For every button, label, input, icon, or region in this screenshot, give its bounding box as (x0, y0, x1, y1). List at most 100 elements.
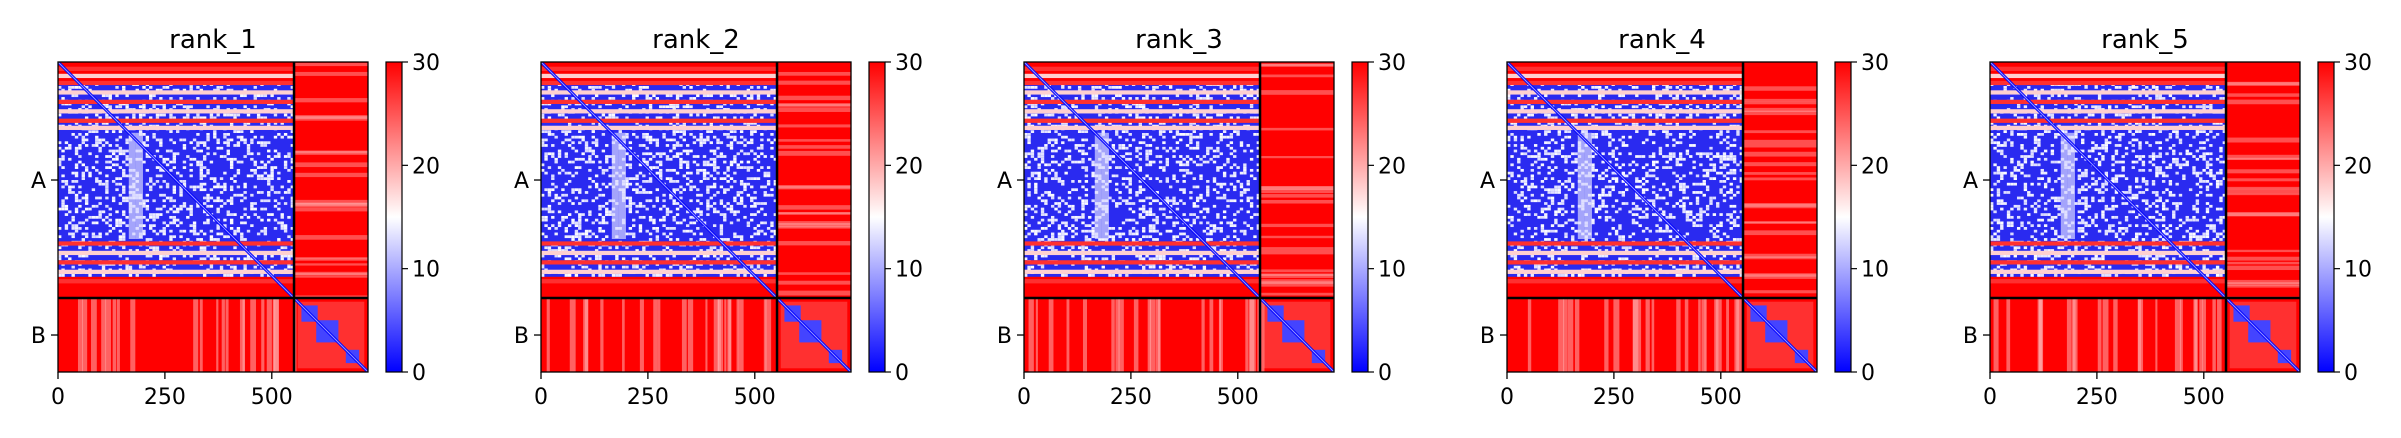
inter-chain-streak (2226, 285, 2300, 288)
inter-chain-streak (1743, 107, 1817, 112)
inter-chain-streak (1743, 177, 1817, 181)
panel-rank_4: rank_4 0 250 500 A B 0 10 20 30 (1480, 25, 1889, 410)
chain-a-stripe (58, 66, 295, 71)
chain-a-stripe (1024, 250, 1261, 256)
y-tick-label: B (514, 324, 529, 349)
inter-chain-streak (294, 202, 368, 207)
inter-chain-streak (1743, 130, 1817, 134)
colorbar-tick-label: 30 (895, 51, 923, 76)
inter-chain-streak (1260, 90, 1334, 95)
inter-chain-streak (1726, 298, 1729, 372)
inter-chain-streak (294, 117, 368, 121)
inter-chain-streak (777, 280, 851, 285)
inter-chain-streak (777, 185, 851, 190)
colorbar-tick-label: 20 (1861, 154, 1889, 179)
inter-chain-streak (294, 207, 368, 212)
inter-chain-streak (1743, 162, 1817, 167)
inter-chain-streak (1248, 298, 1255, 372)
inter-chain-streak (294, 115, 368, 119)
inter-chain-streak (77, 298, 83, 372)
chain-a-band (611, 132, 619, 240)
inter-chain-streak (1676, 298, 1681, 372)
inter-chain-streak (1257, 298, 1260, 372)
inter-chain-streak (1028, 298, 1034, 372)
inter-chain-streak (583, 298, 589, 372)
chain-a-stripe (58, 241, 295, 246)
colorbar-tick-label: 0 (412, 361, 426, 386)
panel-rank_3: rank_3 0 250 500 A B 0 10 20 30 (997, 25, 1406, 410)
inter-chain-streak (777, 225, 851, 229)
chain-a-stripe (58, 260, 295, 265)
inter-chain-streak (294, 258, 368, 261)
inter-chain-streak (777, 241, 851, 246)
inter-chain-streak (2113, 298, 2118, 372)
heatmap-rank_5 (1990, 62, 2300, 372)
chain-a-stripe (1990, 118, 2227, 123)
axes-frame (57, 61, 369, 373)
y-tick-label: A (1480, 169, 1495, 194)
chart-title: rank_4 (1618, 25, 1706, 55)
y-tick-label: B (1480, 324, 1495, 349)
inter-chain-streak (294, 199, 368, 205)
inter-chain-streak (294, 172, 368, 178)
inter-chain-streak (216, 298, 219, 372)
inter-chain-streak (777, 212, 851, 215)
inter-chain-streak (777, 103, 851, 107)
chain-a-stripe (1990, 66, 2227, 71)
inter-chain-streak (1245, 298, 1249, 372)
axes-frame (1023, 61, 1335, 373)
inter-chain-streak (2226, 211, 2300, 217)
inter-chain-streak (1743, 273, 1817, 277)
colorbar-tick-label: 10 (412, 258, 440, 283)
inter-chain-streak (1715, 298, 1722, 372)
inter-chain-streak (569, 298, 576, 372)
chain-a-stripe (1024, 99, 1261, 105)
chain-a-stripe (1990, 73, 2227, 79)
colorbar-tick-label: 0 (2344, 361, 2358, 386)
inter-chain-streak (1604, 298, 1609, 372)
heatmap-rank_4 (1507, 62, 1817, 372)
y-tick-label: B (997, 324, 1012, 349)
chain-a-stripe (1990, 260, 2227, 265)
inter-chain-streak (2226, 193, 2300, 196)
inter-chain-streak (2174, 298, 2181, 372)
inter-chain-streak (294, 257, 368, 260)
chain-a-stripe (1507, 109, 1744, 114)
inter-chain-streak (294, 162, 368, 168)
x-tick-label: 0 (51, 385, 65, 410)
inter-chain-streak (294, 272, 368, 275)
inter-chain-streak (1260, 292, 1334, 296)
inter-chain-streak (763, 298, 767, 372)
chain-a-stripe (1507, 269, 1744, 274)
inter-chain-streak (1133, 298, 1139, 372)
chart-title: rank_3 (1135, 25, 1223, 55)
inter-chain-streak (1743, 290, 1817, 294)
inter-chain-streak (1147, 298, 1152, 372)
heatmap-rank_1 (58, 62, 368, 372)
chain-a-stripe (541, 250, 778, 256)
inter-chain-streak (1201, 298, 1205, 372)
y-tick-label: B (1963, 324, 1978, 349)
inter-chain-streak (2138, 298, 2144, 372)
chain-a-stripe (541, 109, 778, 114)
inter-chain-streak (2155, 298, 2158, 372)
chain-a-stripe (541, 269, 778, 274)
x-tick-label: 0 (534, 385, 548, 410)
panel-rank_5: rank_5 0 250 500 A B 0 10 20 30 (1963, 25, 2372, 410)
chain-a-band (128, 132, 136, 240)
chain-a-band (2060, 132, 2068, 240)
x-tick-label: 500 (1700, 385, 1742, 410)
inter-chain-streak (1260, 63, 1334, 67)
inter-chain-streak (777, 290, 851, 296)
inter-chain-streak (2226, 157, 2300, 161)
chain-a-stripe (541, 125, 778, 130)
inter-chain-streak (2006, 298, 2011, 372)
panel-rank_1: rank_1 0 250 500 A B 0 10 20 30 (31, 25, 440, 410)
inter-chain-streak (294, 202, 368, 208)
chain-a-stripe (541, 90, 778, 95)
diagonal-line (58, 62, 368, 372)
inter-chain-streak (1701, 298, 1706, 372)
chain-a-band (1584, 132, 1592, 240)
y-tick-label: A (1963, 169, 1978, 194)
